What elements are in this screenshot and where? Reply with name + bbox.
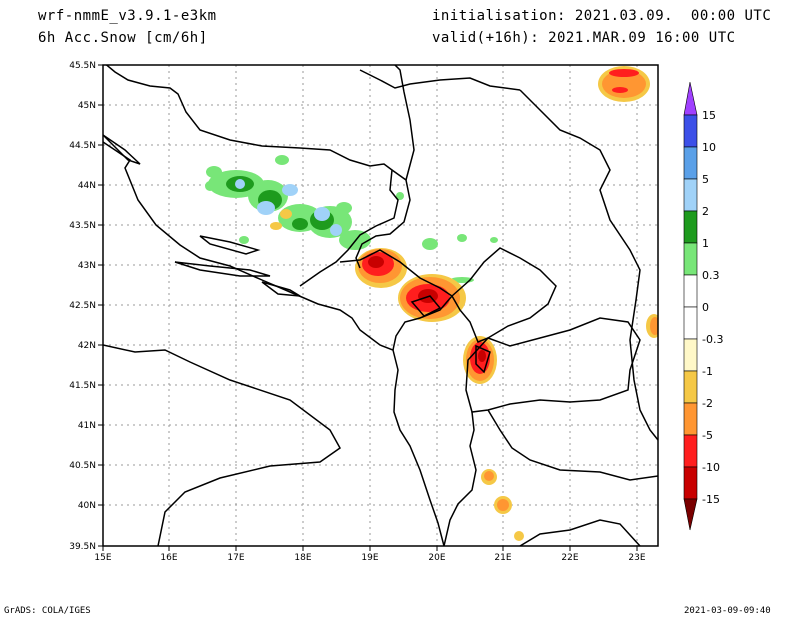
colorbar-segment <box>683 306 698 340</box>
colorbar-label: 0 <box>702 301 709 314</box>
lat-label: 45N <box>78 101 96 111</box>
lat-label: 39.5N <box>69 542 96 552</box>
lon-label: 20E <box>428 553 445 563</box>
colorbar-label: 2 <box>702 205 709 218</box>
lon-label: 15E <box>94 553 111 563</box>
colorbar-bottom-arrow <box>683 498 698 531</box>
colorbar-label: -0.3 <box>702 333 723 346</box>
lat-label: 41N <box>78 421 96 431</box>
colorbar-segment <box>683 434 698 468</box>
colorbar-label: 10 <box>702 141 716 154</box>
lat-label: 40N <box>78 501 96 511</box>
colorbar-segment <box>683 242 698 276</box>
colorbar-segment <box>683 114 698 148</box>
lat-label: 40.5N <box>69 461 96 471</box>
footer-timestamp: 2021-03-09-09:40 <box>684 606 771 616</box>
lon-label: 19E <box>361 553 378 563</box>
field-title: 6h Acc.Snow [cm/6h] <box>38 30 208 46</box>
lon-label: 16E <box>160 553 177 563</box>
colorbar-segment <box>683 146 698 180</box>
lon-label: 18E <box>294 553 311 563</box>
lon-label: 17E <box>227 553 244 563</box>
valid-time: valid(+16h): 2021.MAR.09 16:00 UTC <box>432 30 736 46</box>
lat-label: 44N <box>78 181 96 191</box>
colorbar-segment <box>683 370 698 404</box>
colorbar <box>683 81 698 531</box>
lat-label: 45.5N <box>69 61 96 71</box>
colorbar-label: 5 <box>702 173 709 186</box>
colorbar-segment <box>683 466 698 500</box>
colorbar-label: -2 <box>702 397 713 410</box>
snowfall-field <box>205 66 658 541</box>
lat-label: 44.5N <box>69 141 96 151</box>
lat-label: 41.5N <box>69 381 96 391</box>
colorbar-label: 1 <box>702 237 709 250</box>
colorbar-segment <box>683 338 698 372</box>
colorbar-label: -5 <box>702 429 713 442</box>
colorbar-segment <box>683 178 698 212</box>
lon-label: 22E <box>561 553 578 563</box>
colorbar-segment <box>683 402 698 436</box>
lon-label: 21E <box>494 553 511 563</box>
colorbar-label: -1 <box>702 365 713 378</box>
boundaries <box>103 65 658 546</box>
init-time: initialisation: 2021.03.09. 00:00 UTC <box>432 8 772 24</box>
lat-label: 43N <box>78 261 96 271</box>
lat-label: 42N <box>78 341 96 351</box>
footer-credit: GrADS: COLA/IGES <box>4 606 91 616</box>
colorbar-label: 0.3 <box>702 269 720 282</box>
lon-label: 23E <box>628 553 645 563</box>
map-grid <box>103 65 658 546</box>
lat-label: 43.5N <box>69 221 96 231</box>
lat-label: 42.5N <box>69 301 96 311</box>
colorbar-label: -15 <box>702 493 720 506</box>
colorbar-label: 15 <box>702 109 716 122</box>
colorbar-top-arrow <box>683 81 698 116</box>
colorbar-label: -10 <box>702 461 720 474</box>
colorbar-segment <box>683 274 698 308</box>
model-title: wrf-nmmE_v3.9.1-e3km <box>38 8 217 24</box>
axis-ticks <box>98 64 638 551</box>
colorbar-segment <box>683 210 698 244</box>
